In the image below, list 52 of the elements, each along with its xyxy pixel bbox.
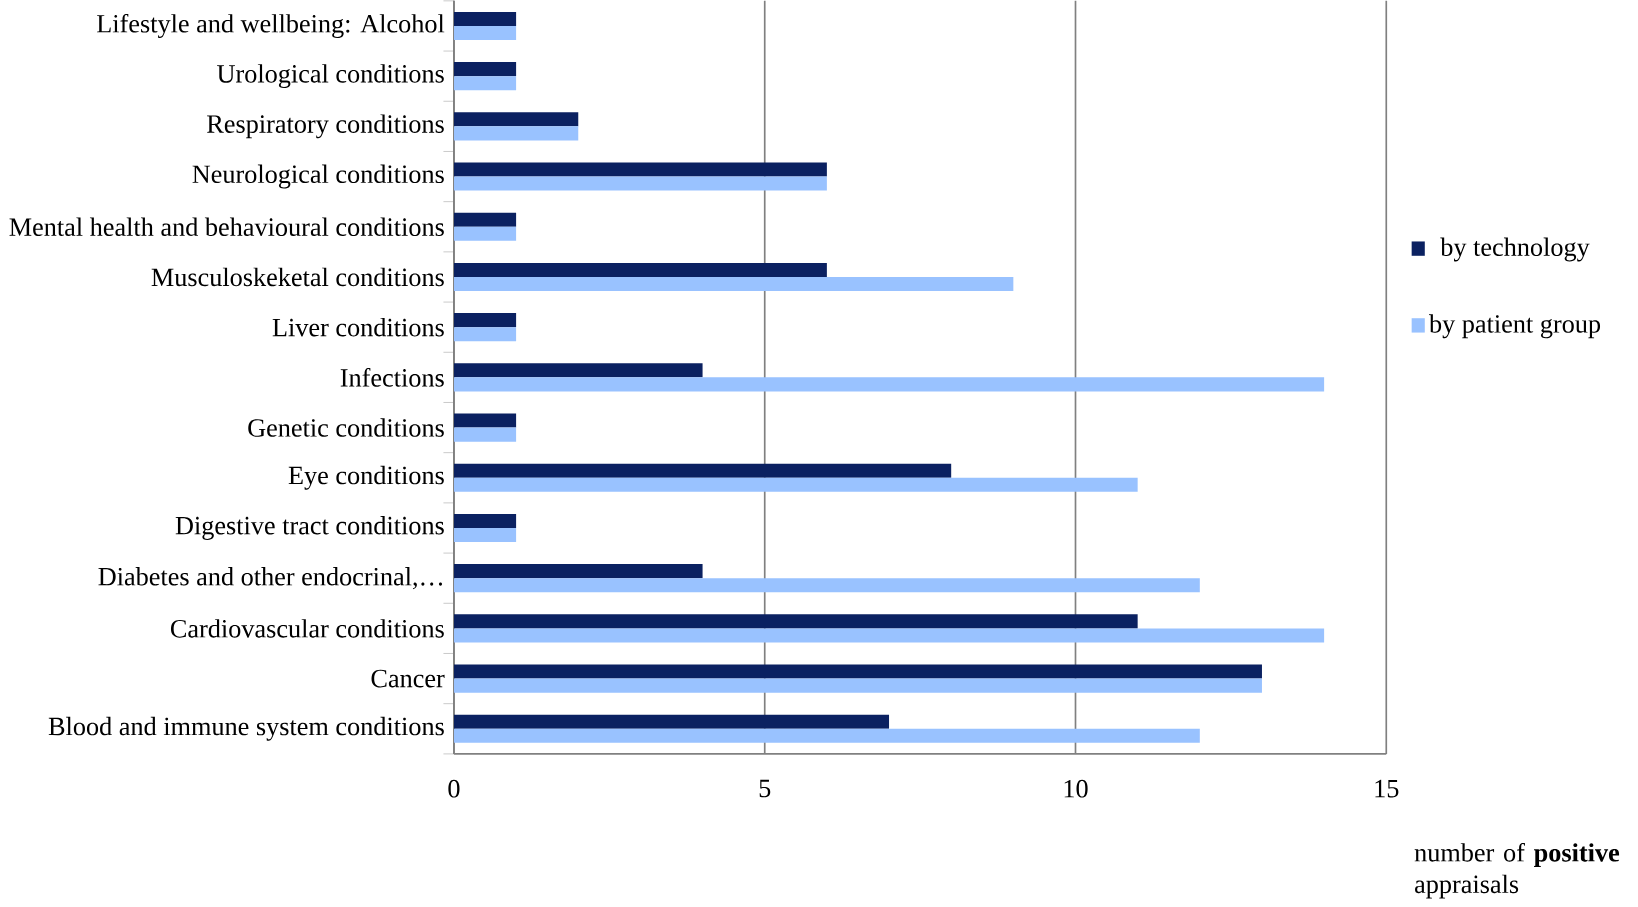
x-tick-label: 0 bbox=[448, 779, 460, 798]
y-tick-label: Digestive tract conditions bbox=[175, 515, 444, 540]
bar bbox=[453, 513, 517, 528]
y-tick-label: Genetic conditions bbox=[248, 418, 444, 437]
bar bbox=[453, 176, 827, 191]
bar bbox=[453, 313, 517, 328]
bar bbox=[453, 728, 1200, 743]
y-tick-label: Diabetes and other endocrinal,… bbox=[98, 566, 443, 590]
legend-label: by patient group bbox=[1429, 314, 1601, 339]
bar bbox=[453, 714, 890, 729]
bar bbox=[453, 62, 517, 77]
x-axis-title: number of positive appraisals bbox=[1414, 842, 1620, 899]
y-tick-label: Infections bbox=[340, 367, 444, 387]
bar bbox=[453, 614, 1138, 629]
bar bbox=[453, 276, 1014, 291]
x-tick-label: 15 bbox=[1375, 779, 1399, 798]
y-tick-label: Eye conditions bbox=[288, 465, 444, 490]
y-tick-label: Neurological conditions bbox=[192, 164, 444, 189]
legend-label: by technology bbox=[1440, 237, 1590, 262]
y-tick-label: Respiratory conditions bbox=[207, 114, 444, 139]
y-tick-label: Urological conditions bbox=[217, 64, 444, 88]
y-tick-label: Liver conditions bbox=[272, 317, 444, 337]
bar bbox=[453, 678, 1262, 693]
bar bbox=[453, 477, 1138, 492]
bar bbox=[453, 413, 517, 428]
bar bbox=[453, 76, 517, 91]
y-tick-label: Musculoskeketal conditions bbox=[151, 267, 444, 287]
bar bbox=[453, 112, 579, 127]
bar bbox=[453, 363, 703, 378]
y-tick-label: Blood and immune system conditions bbox=[48, 716, 444, 741]
bar bbox=[453, 11, 517, 26]
bar bbox=[453, 463, 952, 478]
y-tick-label: Cancer bbox=[371, 669, 445, 688]
y-tick-label: Cardiovascular conditions bbox=[170, 619, 444, 638]
bar bbox=[453, 226, 517, 241]
bar bbox=[453, 628, 1325, 643]
y-tick-label: Lifestyle and wellbeing: Alcohol bbox=[97, 13, 445, 38]
bar bbox=[453, 527, 517, 542]
bar bbox=[453, 564, 703, 579]
bar bbox=[453, 162, 827, 177]
bar bbox=[453, 126, 579, 141]
x-tick-label: 10 bbox=[1064, 779, 1088, 798]
x-tick-label: 5 bbox=[759, 779, 771, 798]
y-tick-label: Mental health and behavioural conditions bbox=[9, 217, 444, 236]
bar bbox=[453, 578, 1200, 593]
bar bbox=[453, 664, 1262, 679]
bar bbox=[453, 25, 517, 40]
bar bbox=[453, 377, 1325, 392]
bar bbox=[453, 262, 827, 277]
bar bbox=[453, 212, 517, 227]
bar bbox=[453, 427, 517, 442]
bar bbox=[453, 327, 517, 342]
